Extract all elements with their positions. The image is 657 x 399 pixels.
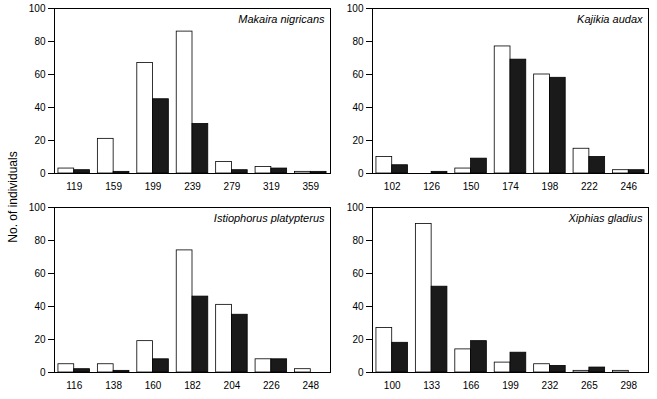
svg-text:226: 226 (263, 380, 280, 391)
svg-text:100: 100 (347, 202, 364, 213)
svg-text:150: 150 (463, 181, 480, 192)
svg-text:204: 204 (224, 380, 241, 391)
svg-text:232: 232 (542, 380, 559, 391)
svg-text:100: 100 (29, 3, 46, 14)
svg-text:239: 239 (184, 181, 201, 192)
svg-text:174: 174 (502, 181, 519, 192)
svg-text:160: 160 (145, 380, 162, 391)
svg-text:199: 199 (502, 380, 519, 391)
html-text:No. of individuals: No. of individuals (6, 151, 20, 243)
svg-text:126: 126 (423, 181, 440, 192)
svg-text:133: 133 (423, 380, 440, 391)
svg-text:182: 182 (184, 380, 201, 391)
svg-text:40: 40 (352, 301, 364, 312)
svg-text:198: 198 (542, 181, 559, 192)
svg-text:20: 20 (34, 135, 46, 146)
svg-text:80: 80 (34, 36, 46, 47)
svg-text:166: 166 (463, 380, 480, 391)
svg-text:265: 265 (581, 380, 598, 391)
svg-text:60: 60 (352, 268, 364, 279)
svg-text:0: 0 (358, 367, 364, 378)
svg-text:Xiphias gladius: Xiphias gladius (568, 212, 643, 224)
svg-text:102: 102 (384, 181, 401, 192)
svg-text:0: 0 (358, 168, 364, 179)
svg-text:0: 0 (40, 367, 46, 378)
svg-text:246: 246 (620, 181, 637, 192)
svg-text:80: 80 (34, 235, 46, 246)
svg-text:40: 40 (34, 102, 46, 113)
svg-text:Makaira nigricans: Makaira nigricans (238, 13, 325, 25)
svg-text:116: 116 (66, 380, 82, 391)
svg-text:40: 40 (34, 301, 46, 312)
svg-text:100: 100 (347, 3, 364, 14)
svg-text:0: 0 (40, 168, 46, 179)
svg-text:80: 80 (352, 36, 364, 47)
svg-text:298: 298 (620, 380, 637, 391)
svg-text:199: 199 (145, 181, 162, 192)
svg-text:40: 40 (352, 102, 364, 113)
svg-text:20: 20 (352, 135, 364, 146)
svg-text:222: 222 (581, 181, 598, 192)
svg-text:Kajikia audax: Kajikia audax (577, 13, 643, 25)
svg-text:248: 248 (302, 380, 319, 391)
svg-text:60: 60 (34, 268, 46, 279)
svg-text:20: 20 (352, 334, 364, 345)
svg-text:319: 319 (263, 181, 280, 192)
svg-text:60: 60 (34, 69, 46, 80)
svg-text:100: 100 (384, 380, 401, 391)
svg-text:80: 80 (352, 235, 364, 246)
svg-text:119: 119 (66, 181, 82, 192)
svg-text:60: 60 (352, 69, 364, 80)
svg-text:138: 138 (105, 380, 122, 391)
svg-text:159: 159 (105, 181, 122, 192)
svg-text:279: 279 (224, 181, 241, 192)
svg-text:359: 359 (302, 181, 319, 192)
svg-text:20: 20 (34, 334, 46, 345)
svg-text:Istiophorus platypterus: Istiophorus platypterus (214, 212, 325, 224)
svg-text:100: 100 (29, 202, 46, 213)
